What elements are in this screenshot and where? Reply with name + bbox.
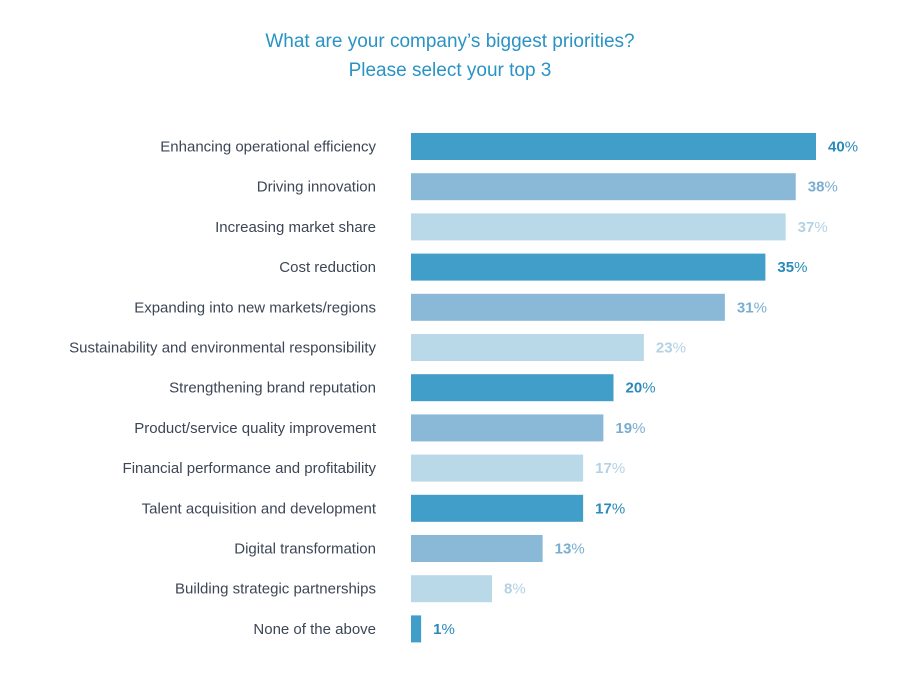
bar [411,575,492,603]
bar [411,374,614,402]
category-label: Sustainability and environmental respons… [69,340,376,357]
percent-sign: % [632,420,645,437]
percent-sign: % [512,581,525,598]
bar [411,494,584,522]
category-label: Financial performance and profitability [123,460,377,477]
data-label: 13% [555,541,585,558]
data-label: 19% [615,420,645,437]
data-label: 17% [595,460,625,477]
category-label: Building strategic partnerships [175,581,376,598]
data-label: 1% [433,621,455,638]
percent-sign: % [754,299,767,316]
category-label: Strengthening brand reputation [169,380,376,397]
bar [411,293,725,321]
percent-sign: % [612,460,625,477]
category-label: Enhancing operational efficiency [160,139,376,156]
bar [411,615,422,643]
percent-sign: % [642,380,655,397]
bar [411,454,584,482]
percent-sign: % [845,139,858,156]
data-label: 8% [504,581,526,598]
bar [411,213,786,241]
data-label: 40% [828,139,858,156]
bar [411,253,766,281]
chart-title: What are your company’s biggest prioriti… [265,31,635,52]
bar [411,173,796,201]
data-label: 17% [595,500,625,517]
chart-subtitle: Please select your top 3 [348,60,552,81]
percent-sign: % [814,219,827,236]
bar [411,334,644,361]
bar [411,535,543,562]
data-label: 37% [798,219,828,236]
percent-sign: % [673,340,686,357]
bar [411,133,816,160]
percent-sign: % [571,541,584,558]
category-label: Increasing market share [215,219,376,236]
category-label: Product/service quality improvement [134,420,377,437]
category-label: Digital transformation [234,541,376,558]
data-label: 20% [626,380,656,397]
percent-sign: % [441,621,454,638]
data-label: 35% [777,259,807,276]
data-label: 38% [808,179,838,196]
category-label: Cost reduction [279,259,376,276]
category-label: Expanding into new markets/regions [134,299,376,316]
percent-sign: % [612,500,625,517]
percent-sign: % [794,259,807,276]
category-label: Talent acquisition and development [142,500,377,517]
category-label: Driving innovation [257,179,376,196]
data-label: 23% [656,340,686,357]
percent-sign: % [824,179,837,196]
category-label: None of the above [253,621,376,638]
data-label: 31% [737,299,767,316]
bar [411,414,604,442]
